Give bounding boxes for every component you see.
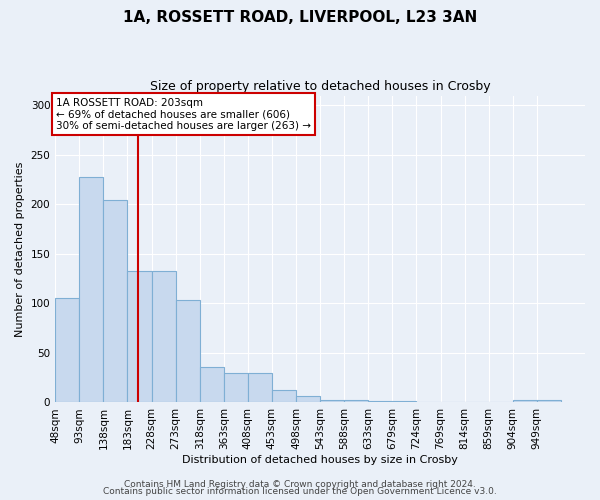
Bar: [55, 298, 79, 403]
Bar: [200, 367, 224, 402]
Y-axis label: Number of detached properties: Number of detached properties: [15, 162, 25, 336]
Bar: [272, 390, 296, 402]
Text: 1A, ROSSETT ROAD, LIVERPOOL, L23 3AN: 1A, ROSSETT ROAD, LIVERPOOL, L23 3AN: [123, 10, 477, 25]
Text: Contains HM Land Registry data © Crown copyright and database right 2024.: Contains HM Land Registry data © Crown c…: [124, 480, 476, 489]
Bar: [79, 176, 103, 402]
Bar: [103, 200, 127, 402]
Bar: [151, 271, 176, 402]
Bar: [248, 373, 272, 402]
X-axis label: Distribution of detached houses by size in Crosby: Distribution of detached houses by size …: [182, 455, 458, 465]
Bar: [176, 300, 200, 402]
Bar: [224, 373, 248, 402]
Text: 1A ROSSETT ROAD: 203sqm
← 69% of detached houses are smaller (606)
30% of semi-d: 1A ROSSETT ROAD: 203sqm ← 69% of detache…: [56, 98, 311, 130]
Bar: [127, 271, 152, 402]
Bar: [513, 400, 537, 402]
Bar: [296, 396, 320, 402]
Bar: [320, 400, 344, 402]
Bar: [344, 400, 368, 402]
Text: Contains public sector information licensed under the Open Government Licence v3: Contains public sector information licen…: [103, 488, 497, 496]
Bar: [537, 400, 561, 402]
Title: Size of property relative to detached houses in Crosby: Size of property relative to detached ho…: [150, 80, 490, 93]
